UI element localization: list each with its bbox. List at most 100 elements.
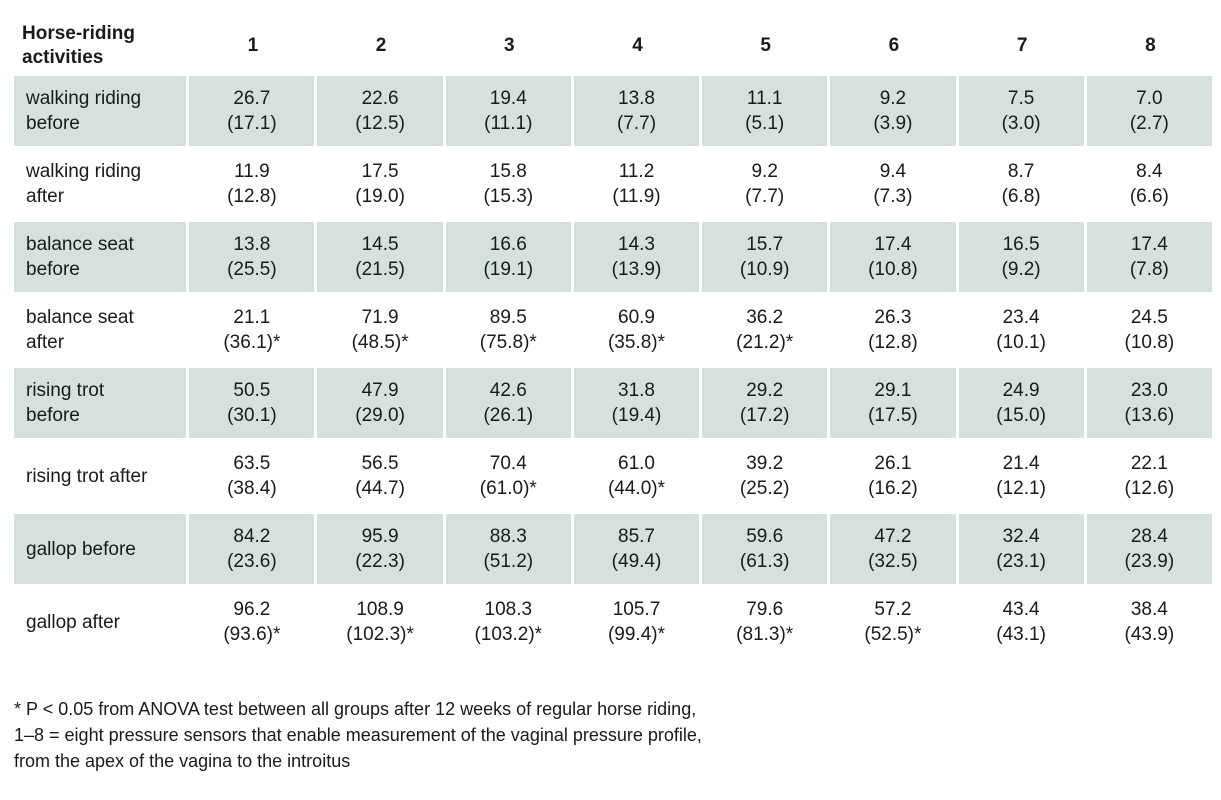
- cell-mean: 22.6: [361, 88, 399, 109]
- table-cell-sensor-1: 96.2 (93.6)*: [189, 587, 314, 657]
- row-label-activity: rising trot after: [14, 441, 186, 511]
- table-cell-sensor-4: 105.7 (99.4)*: [574, 587, 699, 657]
- table-header-row: Horse-riding activities 1 2 3 4 5 6 7 8: [14, 15, 1212, 73]
- cell-sd: (7.7): [616, 113, 657, 134]
- table-cell-sensor-1: 50.5 (30.1): [189, 368, 315, 438]
- table-cell-sensor-8: 17.4 (7.8): [1086, 222, 1212, 292]
- table-cell-sensor-7: 43.4 (43.1): [959, 587, 1084, 657]
- cell-mean: 26.1: [874, 453, 912, 474]
- table-row: balance seat before 13.8 (25.5) 14.5 (21.5) 16…: [14, 222, 1212, 292]
- table-cell-sensor-8: 28.4 (23.9): [1086, 514, 1212, 584]
- cell-sd: (9.2): [1001, 259, 1041, 280]
- cell-sd: (81.3)*: [736, 624, 794, 645]
- cell-sd: (17.1): [227, 113, 277, 134]
- cell-sd: (35.8)*: [607, 332, 665, 353]
- cell-mean: 11.2: [618, 161, 655, 182]
- row-label-line2: before: [26, 259, 80, 280]
- cell-mean: 11.1: [746, 88, 783, 109]
- cell-sd: (12.8): [227, 186, 277, 207]
- cell-mean: 13.8: [233, 234, 271, 255]
- column-header-sensor-4: 4: [632, 35, 643, 56]
- cell-mean: 15.8: [489, 161, 527, 182]
- table-cell-sensor-3: 19.4 (11.1): [445, 76, 571, 146]
- cell-sd: (12.1): [996, 478, 1046, 499]
- table-footnote: * P < 0.05 from ANOVA test between all g…: [14, 696, 702, 774]
- table-cell-sensor-8: 38.4 (43.9): [1087, 587, 1212, 657]
- row-label-activity: rising trot before: [14, 368, 187, 438]
- cell-mean: 108.9: [356, 599, 404, 620]
- cell-sd: (51.2): [483, 551, 534, 572]
- cell-mean: 9.4: [879, 161, 907, 182]
- table-cell-sensor-6: 26.3 (12.8): [830, 295, 955, 365]
- cell-mean: 8.7: [1007, 161, 1035, 182]
- table-cell-sensor-8: 22.1 (12.6): [1087, 441, 1212, 511]
- table-cell-sensor-1: 11.9 (12.8): [189, 149, 314, 219]
- row-label-activity: gallop before: [14, 514, 187, 584]
- table-cell-sensor-1: 84.2 (23.6): [189, 514, 315, 584]
- row-label-activity: gallop after: [14, 587, 186, 657]
- table-row: walking riding before 26.7 (17.1) 22.6 (12.5)…: [14, 76, 1212, 146]
- column-header-activities-line2: activities: [22, 47, 104, 68]
- cell-sd: (3.0): [1001, 113, 1041, 134]
- cell-sd: (15.3): [483, 186, 534, 207]
- table-cell-sensor-3: 88.3 (51.2): [445, 514, 571, 584]
- table-cell-sensor-6: 9.4 (7.3): [830, 149, 955, 219]
- cell-mean: 38.4: [1130, 599, 1168, 620]
- cell-mean: 29.1: [874, 380, 912, 401]
- cell-mean: 47.2: [874, 526, 912, 547]
- cell-mean: 47.9: [361, 380, 399, 401]
- cell-mean: 17.5: [361, 161, 399, 182]
- table-cell-sensor-2: 56.5 (44.7): [317, 441, 442, 511]
- table-cell-sensor-8: 7.0 (2.7): [1086, 76, 1212, 146]
- cell-mean: 56.5: [361, 453, 399, 474]
- table-cell-sensor-2: 47.9 (29.0): [317, 368, 443, 438]
- column-header-sensor-7: 7: [1016, 35, 1028, 56]
- row-label-line1: balance seat: [26, 234, 134, 255]
- cell-mean: 108.3: [484, 599, 533, 620]
- row-label-line1: rising trot: [26, 380, 105, 401]
- table-cell-sensor-4: 61.0 (44.0)*: [574, 441, 699, 511]
- row-label-line1: rising trot after: [26, 465, 148, 487]
- cell-mean: 60.9: [618, 307, 655, 328]
- cell-mean: 23.0: [1130, 380, 1168, 401]
- cell-mean: 17.4: [874, 234, 912, 255]
- table-cell-sensor-4: 85.7 (49.4): [573, 514, 700, 584]
- cell-mean: 105.7: [612, 599, 661, 620]
- cell-sd: (30.1): [227, 405, 277, 426]
- cell-sd: (23.1): [996, 551, 1046, 572]
- cell-sd: (17.2): [739, 405, 790, 426]
- table-cell-sensor-1: 21.1 (36.1)*: [189, 295, 314, 365]
- table-cell-sensor-2: 108.9 (102.3)*: [317, 587, 442, 657]
- cell-mean: 85.7: [618, 526, 655, 547]
- table-cell-sensor-7: 24.9 (15.0): [958, 368, 1084, 438]
- table-row: gallop after 96.2 (93.6)* 108.9 (102.3)* 108.…: [14, 587, 1212, 657]
- table-cell-sensor-1: 63.5 (38.4): [189, 441, 314, 511]
- row-label-line1: gallop after: [26, 611, 121, 633]
- column-header-sensor-5: 5: [760, 35, 771, 56]
- cell-mean: 26.7: [233, 88, 271, 109]
- cell-mean: 14.5: [361, 234, 399, 255]
- table-cell-sensor-2: 22.6 (12.5): [317, 76, 443, 146]
- cell-mean: 17.4: [1130, 234, 1168, 255]
- row-label-line2: after: [26, 332, 65, 353]
- table-cell-sensor-6: 29.1 (17.5): [830, 368, 956, 438]
- cell-sd: (6.8): [1001, 186, 1041, 207]
- row-label-line1: walking riding: [26, 88, 142, 109]
- cell-mean: 39.2: [746, 453, 784, 474]
- cell-sd: (21.5): [355, 259, 405, 280]
- cell-mean: 26.3: [874, 307, 912, 328]
- table-cell-sensor-7: 32.4 (23.1): [958, 514, 1084, 584]
- table-cell-sensor-6: 9.2 (3.9): [830, 76, 956, 146]
- cell-mean: 7.0: [1136, 88, 1163, 109]
- cell-sd: (49.4): [611, 551, 662, 572]
- data-table-container: Horse-riding activities 1 2 3 4 5 6 7 8 …: [14, 12, 1218, 660]
- cell-mean: 50.5: [233, 380, 271, 401]
- row-label-activity: balance seat before: [14, 222, 187, 292]
- cell-sd: (16.2): [868, 478, 918, 499]
- cell-mean: 95.9: [361, 526, 399, 547]
- cell-mean: 9.2: [751, 161, 778, 182]
- cell-sd: (10.8): [1124, 332, 1175, 353]
- cell-sd: (13.6): [1124, 405, 1175, 426]
- table-cell-sensor-7: 23.4 (10.1): [959, 295, 1084, 365]
- table-row: rising trot before 50.5 (30.1) 47.9 (29.0) 42.…: [14, 368, 1212, 438]
